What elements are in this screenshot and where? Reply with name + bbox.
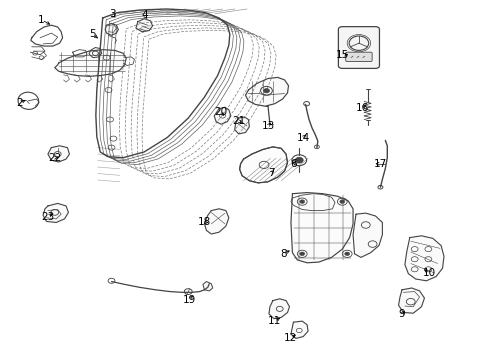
FancyBboxPatch shape: [338, 27, 379, 68]
Polygon shape: [290, 321, 307, 338]
Text: 20: 20: [214, 107, 227, 117]
Circle shape: [295, 157, 303, 163]
Text: 13: 13: [261, 121, 274, 131]
Text: 14: 14: [296, 132, 309, 143]
Polygon shape: [48, 146, 69, 162]
Text: 22: 22: [48, 153, 61, 163]
Text: 12: 12: [283, 333, 297, 343]
Circle shape: [299, 252, 304, 256]
Circle shape: [344, 252, 349, 256]
Text: 21: 21: [231, 116, 245, 126]
Polygon shape: [404, 236, 443, 281]
Polygon shape: [105, 23, 118, 35]
Text: 3: 3: [109, 9, 116, 19]
Polygon shape: [214, 107, 230, 124]
Polygon shape: [234, 117, 249, 134]
Circle shape: [263, 89, 269, 93]
Circle shape: [299, 200, 304, 203]
FancyBboxPatch shape: [345, 52, 371, 62]
Circle shape: [339, 200, 344, 203]
Polygon shape: [290, 193, 352, 263]
Text: 6: 6: [289, 159, 296, 169]
Polygon shape: [245, 77, 288, 106]
Text: 17: 17: [373, 159, 386, 169]
Polygon shape: [136, 19, 152, 32]
Text: 11: 11: [267, 316, 281, 326]
Text: 4: 4: [141, 10, 147, 20]
Polygon shape: [203, 282, 212, 291]
Text: 8: 8: [280, 249, 286, 259]
Polygon shape: [268, 299, 289, 319]
Text: 16: 16: [355, 103, 369, 113]
Text: 5: 5: [89, 29, 96, 39]
Text: 10: 10: [422, 268, 435, 278]
Text: 9: 9: [398, 309, 405, 319]
Polygon shape: [239, 147, 287, 183]
Text: 23: 23: [41, 212, 55, 222]
Polygon shape: [352, 213, 382, 257]
Text: 2: 2: [16, 98, 23, 108]
Text: 19: 19: [183, 294, 196, 305]
Polygon shape: [43, 203, 68, 222]
Polygon shape: [204, 209, 228, 234]
Text: 15: 15: [335, 50, 348, 60]
Text: 18: 18: [197, 217, 211, 228]
Polygon shape: [398, 288, 424, 313]
Text: 1: 1: [38, 15, 45, 25]
Text: 7: 7: [267, 168, 274, 178]
Polygon shape: [55, 50, 126, 76]
